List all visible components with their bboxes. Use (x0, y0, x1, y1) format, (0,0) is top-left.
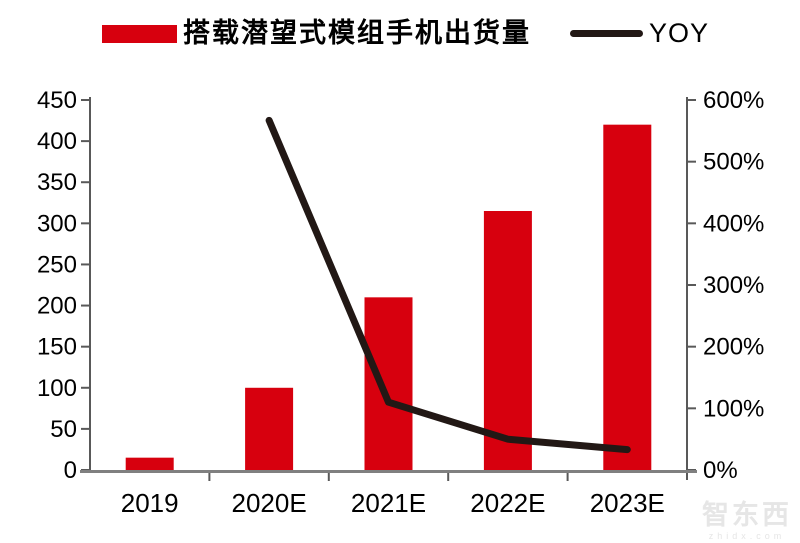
right-axis-tick-label: 600% (703, 87, 764, 114)
right-axis-tick-label: 300% (703, 272, 764, 299)
bar-2021E (364, 297, 413, 470)
left-axis-tick-label: 150 (37, 334, 77, 361)
bar-2019 (125, 457, 174, 470)
left-axis-tick-label: 350 (37, 169, 77, 196)
left-axis-tick-label: 450 (37, 87, 77, 114)
left-axis-tick-label: 300 (37, 210, 77, 237)
x-axis-label-2021E: 2021E (351, 488, 426, 518)
left-axis-tick-label: 200 (37, 293, 77, 320)
legend-line-label: YOY (649, 18, 710, 48)
left-axis-tick-label: 50 (50, 416, 77, 443)
bar-2020E (245, 387, 294, 470)
x-axis-label-2019: 2019 (121, 488, 179, 518)
left-axis-tick-label: 0 (64, 457, 77, 484)
right-axis-tick-label: 400% (703, 210, 764, 237)
right-axis-tick-label: 200% (703, 334, 764, 361)
legend: 搭载潜望式模组手机出货量 YOY (0, 0, 800, 60)
left-axis-tick-label: 100 (37, 375, 77, 402)
right-axis-tick-label: 500% (703, 149, 764, 176)
x-axis-label-2022E: 2022E (470, 488, 545, 518)
left-axis-tick-label: 400 (37, 128, 77, 155)
right-axis-tick-label: 100% (703, 395, 764, 422)
watermark-logo-text: 智东西 (702, 500, 792, 530)
bar-2022E (483, 211, 532, 470)
legend-line-swatch-icon (570, 30, 643, 37)
legend-bar-swatch-icon (102, 25, 177, 43)
x-axis-label-2020E: 2020E (232, 488, 307, 518)
left-axis-tick-label: 250 (37, 251, 77, 278)
bar-2023E (603, 124, 652, 471)
watermark: 智东西 zhidx.com (702, 502, 792, 541)
x-axis-label-2023E: 2023E (590, 488, 665, 518)
watermark-domain: zhidx.com (708, 531, 786, 541)
yoy-line (265, 116, 631, 454)
legend-bar-label: 搭载潜望式模组手机出货量 (183, 18, 531, 48)
right-axis-tick-label: 0% (703, 457, 738, 484)
